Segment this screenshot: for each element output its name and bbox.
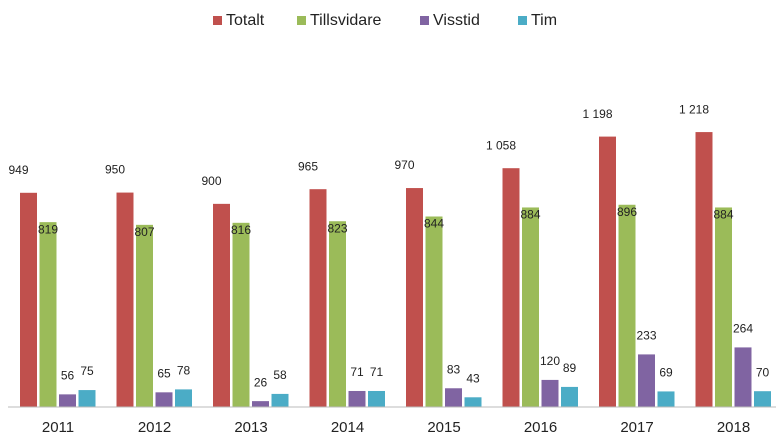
value-label: 58	[273, 368, 287, 382]
bar	[754, 391, 771, 407]
legend-label: Totalt	[226, 12, 265, 29]
x-tick-label: 2017	[620, 419, 653, 434]
bar	[618, 204, 636, 407]
value-label: 949	[8, 163, 28, 177]
legend-swatch	[213, 16, 222, 25]
x-tick-label: 2018	[717, 419, 750, 434]
value-label: 816	[231, 223, 251, 237]
value-label: 56	[61, 369, 75, 383]
bar	[695, 132, 713, 407]
bar	[348, 390, 366, 407]
bar	[522, 207, 539, 407]
value-label: 823	[327, 221, 347, 235]
legend-label: Tillsvidare	[310, 12, 382, 29]
bar	[116, 192, 134, 407]
value-label: 950	[105, 163, 125, 177]
value-label: 120	[540, 354, 560, 368]
value-label: 75	[80, 364, 94, 378]
value-label: 896	[617, 205, 637, 219]
legend-swatch	[518, 16, 527, 25]
bar	[734, 347, 752, 407]
value-label: 65	[157, 367, 171, 381]
legend-swatch	[420, 16, 429, 25]
value-label: 69	[659, 366, 673, 380]
value-label: 1 218	[679, 102, 709, 116]
value-label: 1 058	[486, 138, 516, 152]
bar	[502, 168, 520, 407]
x-tick-label: 2016	[524, 419, 557, 434]
bar	[638, 354, 655, 407]
bar	[20, 192, 37, 407]
value-label: 1 198	[582, 107, 612, 121]
bar	[213, 203, 230, 407]
x-tick-label: 2013	[234, 419, 267, 434]
bar	[541, 379, 559, 407]
bar	[464, 397, 482, 407]
value-label: 264	[733, 322, 753, 336]
bar	[599, 136, 616, 407]
value-label: 884	[520, 208, 540, 222]
value-label: 26	[254, 375, 268, 389]
bar	[309, 189, 327, 407]
value-label: 83	[447, 362, 461, 376]
bar	[175, 389, 192, 407]
value-label: 78	[177, 364, 191, 378]
value-label: 807	[134, 225, 154, 239]
bar	[561, 386, 578, 407]
bar	[39, 222, 57, 407]
x-tick-label: 2015	[427, 419, 460, 434]
bar	[78, 390, 96, 407]
legend-swatch	[297, 16, 306, 25]
value-label: 71	[370, 365, 384, 379]
value-label: 89	[563, 361, 577, 375]
bar	[155, 392, 173, 407]
legend-label: Visstid	[433, 12, 480, 29]
value-label: 884	[713, 208, 733, 222]
value-label: 844	[424, 217, 444, 231]
bar	[425, 216, 443, 407]
x-tick-label: 2011	[42, 419, 74, 434]
bar	[271, 393, 289, 407]
bar	[252, 401, 269, 407]
x-tick-label: 2012	[138, 419, 171, 434]
bar	[232, 222, 250, 407]
value-label: 900	[201, 174, 221, 188]
value-label: 71	[350, 365, 364, 379]
bar	[445, 388, 462, 407]
legend-label: Tim	[531, 12, 557, 29]
value-label: 970	[394, 158, 414, 172]
bar	[715, 207, 732, 407]
bar	[368, 390, 385, 407]
value-label: 70	[756, 365, 770, 379]
bar	[657, 391, 675, 407]
bar	[136, 224, 153, 407]
value-label: 819	[38, 222, 58, 236]
x-tick-label: 2014	[331, 419, 364, 434]
bar	[329, 221, 346, 407]
bar	[59, 394, 76, 407]
value-label: 233	[636, 329, 656, 343]
value-label: 43	[466, 371, 480, 385]
value-label: 965	[298, 159, 318, 173]
bar	[406, 188, 423, 407]
